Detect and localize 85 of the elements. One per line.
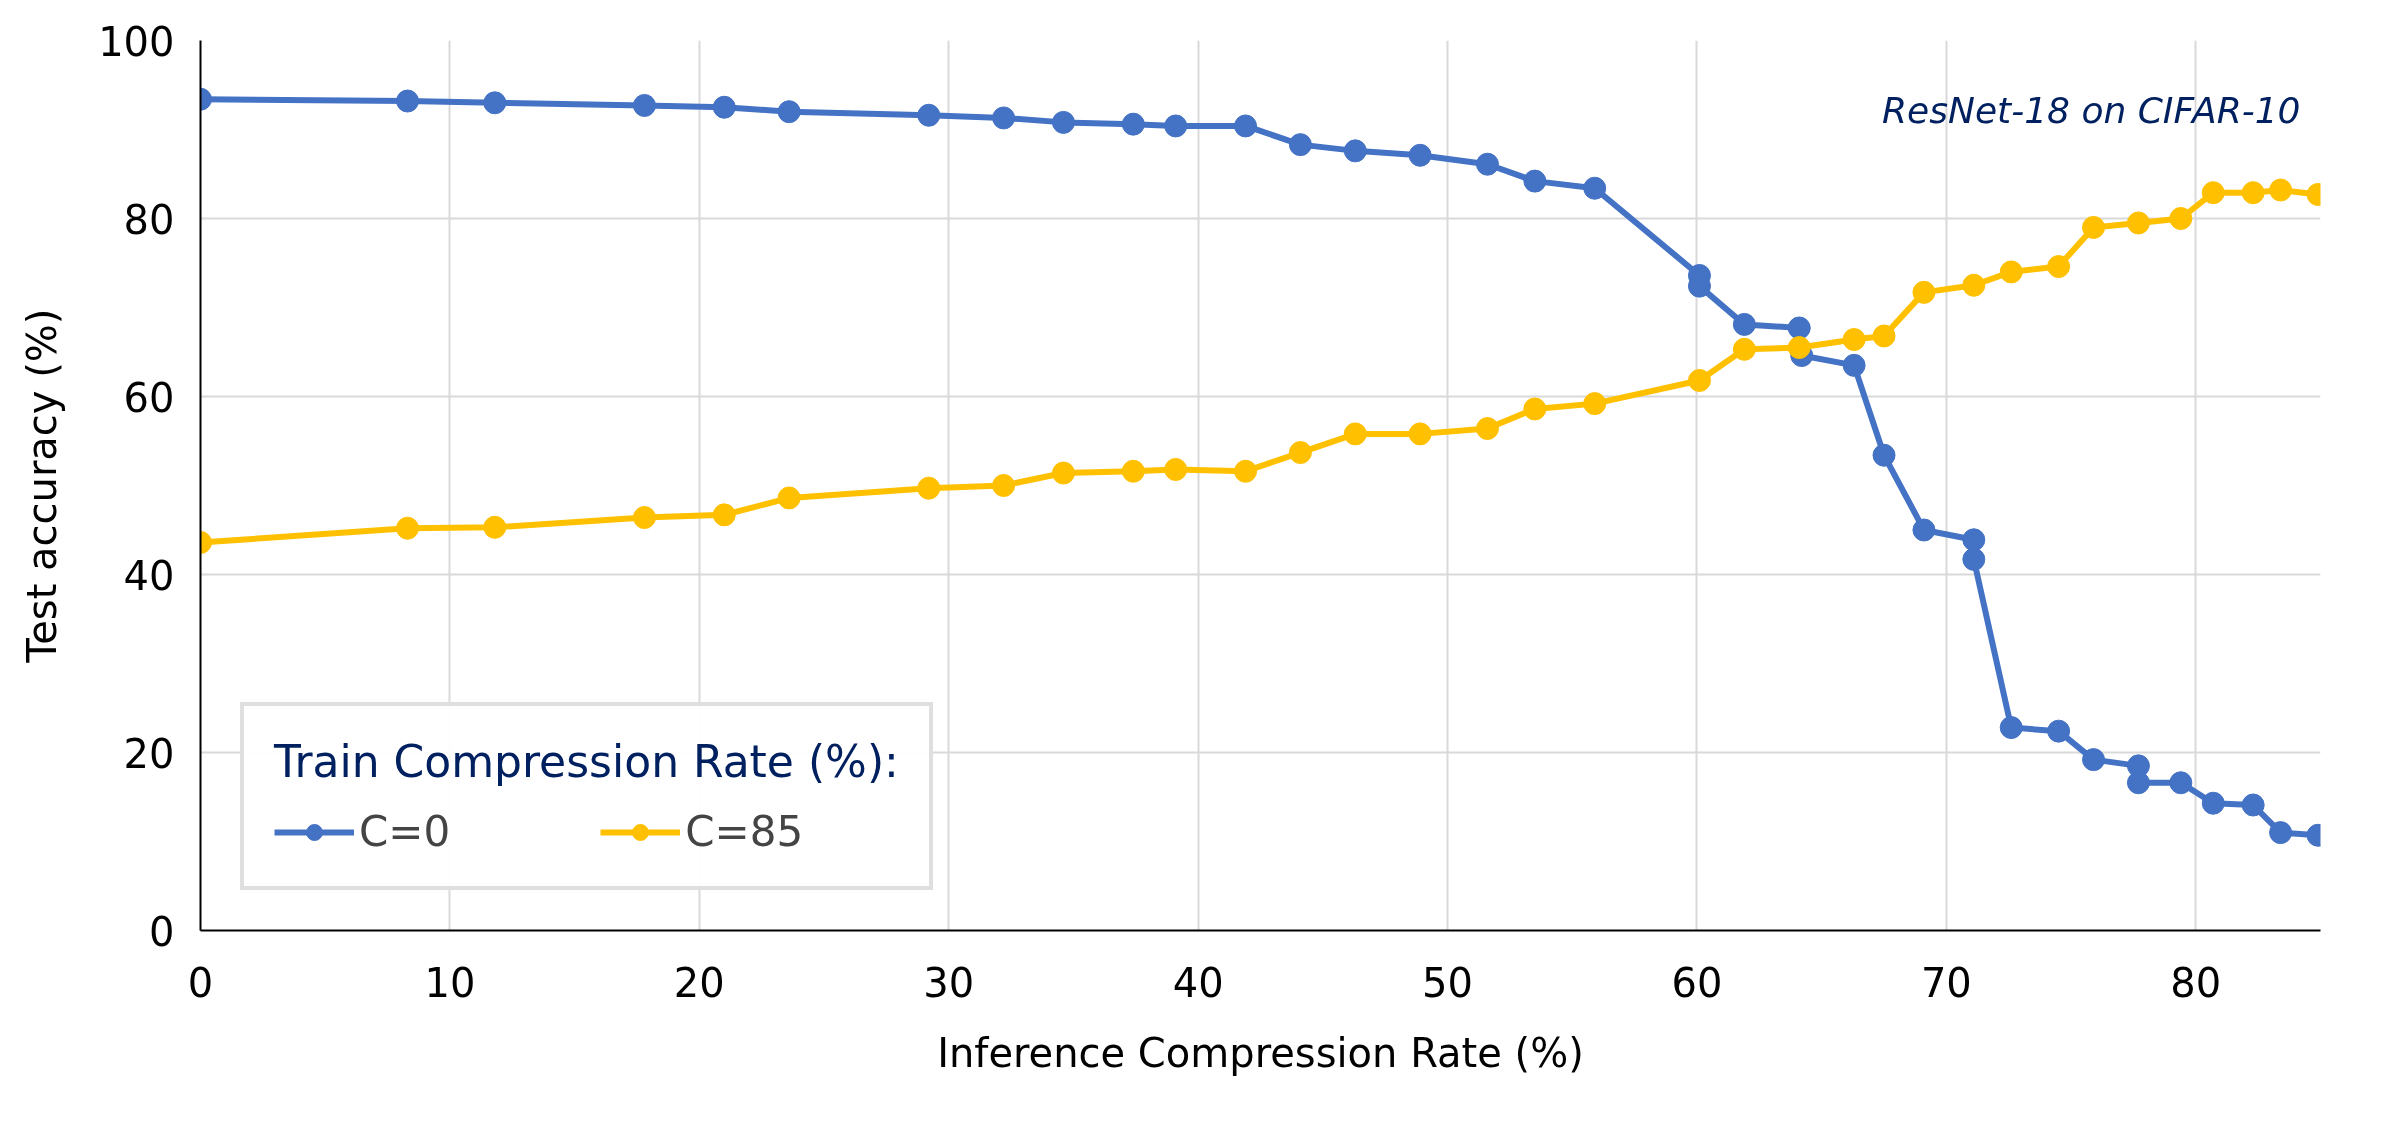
point bbox=[1051, 110, 1075, 134]
point bbox=[1523, 169, 1547, 193]
point bbox=[1842, 328, 1866, 352]
point bbox=[1121, 112, 1145, 136]
point bbox=[712, 503, 736, 527]
point bbox=[2241, 793, 2265, 817]
point bbox=[1999, 260, 2023, 284]
point bbox=[992, 106, 1016, 130]
x-tick-label: 30 bbox=[923, 959, 975, 1006]
point bbox=[1051, 461, 1075, 485]
point bbox=[1999, 716, 2023, 740]
point bbox=[2047, 255, 2071, 279]
point bbox=[1872, 443, 1896, 467]
point bbox=[632, 93, 656, 117]
legend-label: C=85 bbox=[685, 807, 804, 856]
point bbox=[2201, 181, 2225, 205]
point bbox=[1121, 459, 1145, 483]
point bbox=[712, 95, 736, 119]
y-tick-label: 80 bbox=[123, 196, 175, 243]
x-axis-title: Inference Compression Rate (%) bbox=[937, 1029, 1584, 1076]
x-tick-label: 10 bbox=[424, 959, 476, 1006]
point bbox=[1583, 392, 1607, 416]
point bbox=[1343, 139, 1367, 163]
point bbox=[1164, 458, 1188, 481]
point bbox=[2047, 719, 2071, 743]
point bbox=[1962, 528, 1986, 552]
point bbox=[2169, 771, 2193, 795]
point bbox=[1288, 441, 1312, 465]
y-tick-label: 20 bbox=[123, 730, 175, 777]
annotation: ResNet-18 on CIFAR-10 bbox=[1882, 89, 2301, 131]
point bbox=[1583, 176, 1607, 200]
point bbox=[917, 103, 941, 127]
point bbox=[1962, 273, 1986, 297]
point bbox=[1523, 397, 1547, 421]
point bbox=[2169, 207, 2193, 230]
point bbox=[2126, 771, 2150, 795]
point bbox=[1164, 114, 1188, 138]
x-tick-label: 0 bbox=[187, 959, 214, 1006]
point bbox=[2241, 181, 2265, 205]
point bbox=[1842, 353, 1866, 377]
point bbox=[2201, 791, 2225, 815]
x-tick-label: 70 bbox=[1920, 959, 1972, 1006]
x-tick-label: 80 bbox=[2170, 959, 2222, 1006]
point bbox=[1732, 337, 1756, 361]
point bbox=[2126, 211, 2150, 235]
point bbox=[1787, 316, 1811, 340]
y-tick-label: 100 bbox=[98, 18, 175, 65]
point bbox=[1732, 312, 1756, 336]
y-tick-label: 60 bbox=[123, 374, 175, 421]
y-tick-label: 40 bbox=[123, 552, 175, 599]
y-tick-label: 0 bbox=[149, 908, 175, 955]
point bbox=[992, 474, 1016, 497]
point bbox=[1872, 324, 1896, 348]
point bbox=[1234, 114, 1258, 138]
legend-label: C=0 bbox=[359, 807, 451, 856]
point bbox=[1408, 422, 1432, 446]
point bbox=[1408, 143, 1432, 167]
point bbox=[1687, 369, 1711, 392]
x-tick-label: 20 bbox=[673, 959, 725, 1006]
point bbox=[1288, 133, 1312, 157]
point bbox=[396, 516, 420, 540]
point bbox=[2082, 215, 2106, 239]
point bbox=[2082, 748, 2106, 772]
point bbox=[483, 515, 507, 539]
point bbox=[1475, 417, 1499, 441]
x-tick-label: 40 bbox=[1172, 959, 1224, 1006]
point bbox=[396, 89, 420, 113]
point bbox=[632, 506, 656, 530]
x-tick-label: 60 bbox=[1671, 959, 1723, 1006]
point bbox=[1343, 422, 1367, 446]
point bbox=[1912, 280, 1936, 304]
point bbox=[1912, 518, 1936, 542]
point bbox=[917, 476, 941, 500]
point bbox=[1475, 152, 1499, 176]
x-tick-label: 50 bbox=[1422, 959, 1474, 1006]
point bbox=[1787, 336, 1811, 360]
legend-title: Train Compression Rate (%): bbox=[274, 736, 899, 787]
point bbox=[777, 486, 801, 510]
point bbox=[2269, 178, 2293, 202]
point bbox=[1234, 459, 1258, 483]
point bbox=[483, 91, 507, 115]
point bbox=[2269, 821, 2293, 845]
y-axis-title: Test accuracy (%) bbox=[19, 308, 66, 664]
point bbox=[777, 100, 801, 124]
point bbox=[1962, 547, 1986, 571]
